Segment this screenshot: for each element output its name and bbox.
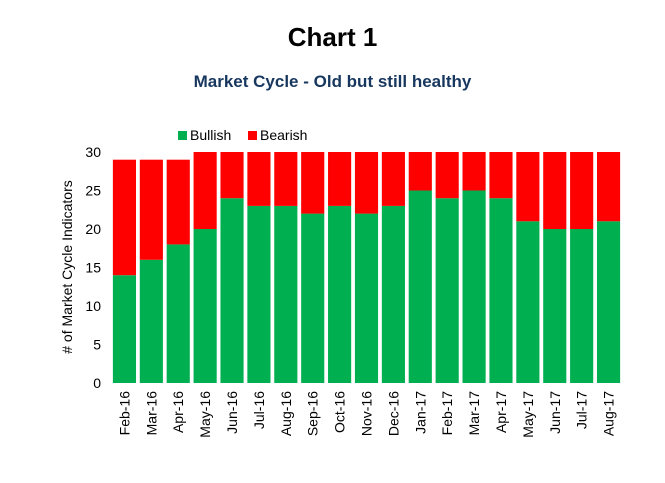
chart-title: Chart 1 — [287, 22, 378, 52]
bar-bullish-nov-16 — [354, 213, 379, 383]
x-tick-label: Jul-17 — [574, 391, 590, 429]
x-tick-label: Nov-16 — [359, 391, 375, 436]
bar-bullish-mar-16 — [139, 259, 163, 383]
legend-label-bearish: Bearish — [260, 127, 307, 143]
bar-bearish-apr-16 — [166, 159, 190, 245]
bar-bearish-nov-16 — [354, 152, 379, 214]
bar-bullish-sep-16 — [301, 213, 325, 383]
legend-swatch-bearish — [248, 131, 257, 140]
bar-bearish-feb-16 — [112, 159, 137, 276]
legend-label-bullish: Bullish — [190, 127, 231, 143]
bar-bullish-jun-16 — [220, 198, 244, 383]
x-tick-label: Jul-16 — [251, 391, 267, 429]
bar-bullish-dec-16 — [381, 205, 405, 383]
bar-bearish-apr-17 — [489, 152, 513, 199]
legend: Bullish Bearish — [178, 127, 307, 143]
bar-bearish-jun-17 — [543, 152, 567, 229]
bar-bearish-jul-17 — [570, 152, 594, 229]
bar-bullish-oct-16 — [328, 205, 352, 383]
x-tick-label: Oct-16 — [332, 391, 348, 433]
x-tick-label: Jun-17 — [547, 391, 563, 434]
bar-bullish-apr-16 — [166, 244, 190, 383]
bar-bearish-mar-17 — [462, 152, 486, 191]
bar-bearish-jun-16 — [220, 152, 244, 199]
bar-bearish-aug-16 — [274, 152, 298, 206]
x-tick-label: Dec-16 — [385, 391, 401, 436]
bar-bearish-may-17 — [516, 152, 540, 222]
bar-bearish-dec-16 — [381, 152, 405, 206]
legend-swatch-bullish — [178, 131, 187, 140]
bar-bearish-sep-16 — [301, 152, 325, 214]
x-tick-label: Mar-17 — [466, 391, 482, 436]
x-tick-label: Jan-17 — [412, 391, 428, 434]
x-tick-label: Sep-16 — [305, 391, 321, 436]
bar-bullish-may-17 — [516, 221, 540, 383]
y-tick-label: 30 — [85, 144, 101, 160]
x-tick-label: Aug-16 — [278, 391, 294, 436]
chart-subtitle: Market Cycle - Old but still healthy — [193, 72, 472, 91]
bar-bullish-aug-17 — [596, 221, 621, 383]
bar-bearish-jan-17 — [408, 152, 432, 191]
y-tick-label: 0 — [93, 375, 101, 391]
x-tick-label: Apr-17 — [493, 391, 509, 433]
y-tick-label: 5 — [93, 337, 101, 353]
bar-bullish-feb-17 — [435, 198, 459, 383]
x-tick-label: May-16 — [197, 391, 213, 438]
bar-bearish-mar-16 — [139, 159, 163, 260]
y-tick-label: 25 — [85, 183, 101, 199]
bar-bullish-feb-16 — [112, 275, 137, 383]
bar-bearish-aug-17 — [596, 152, 621, 222]
bar-bullish-aug-16 — [274, 205, 298, 383]
bar-bullish-jul-16 — [247, 205, 271, 383]
bar-bearish-may-16 — [193, 152, 217, 229]
y-axis-label: # of Market Cycle Indicators — [59, 180, 75, 354]
x-tick-label: May-17 — [520, 391, 536, 438]
x-tick-label: Apr-16 — [170, 391, 186, 433]
bar-bearish-feb-17 — [435, 152, 459, 199]
bar-bullish-jul-17 — [570, 229, 594, 383]
bars-group — [112, 152, 621, 383]
bar-bullish-mar-17 — [462, 190, 486, 383]
x-axis: Feb-16 Mar-16 Apr-16 May-16 Jun-16 Jul-16 Aug-… — [116, 391, 616, 438]
y-tick-label: 20 — [85, 221, 101, 237]
bar-bearish-oct-16 — [328, 152, 352, 206]
bar-bearish-jul-16 — [247, 152, 271, 206]
x-tick-label: Mar-16 — [143, 391, 159, 436]
x-tick-label: Feb-17 — [439, 391, 455, 436]
y-axis: 0 5 10 15 20 25 30 — [85, 144, 101, 391]
x-tick-label: Jun-16 — [224, 391, 240, 434]
bar-bullish-may-16 — [193, 229, 217, 383]
y-tick-label: 15 — [85, 260, 101, 276]
x-tick-label: Aug-17 — [601, 391, 617, 436]
bar-bullish-jun-17 — [543, 229, 567, 383]
bar-bullish-apr-17 — [489, 198, 513, 383]
x-tick-label: Feb-16 — [116, 391, 132, 436]
bar-bullish-jan-17 — [408, 190, 432, 383]
y-tick-label: 10 — [85, 298, 101, 314]
